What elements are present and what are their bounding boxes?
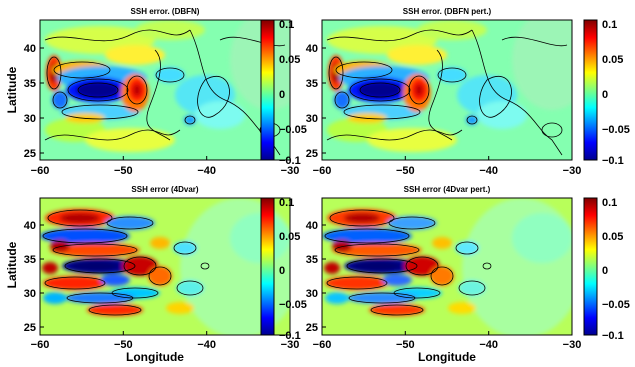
y-tick-label: 40 <box>24 220 36 232</box>
colorbar-tick: 0 <box>602 89 608 101</box>
colorbar <box>261 20 274 160</box>
x-tick-label: −30 <box>281 339 300 351</box>
x-tick-label: −50 <box>114 339 133 351</box>
x-tick-label: −50 <box>396 165 415 177</box>
colorbar <box>584 198 597 335</box>
panel-dbfn-pert: SSH error. (DBFN pert.) <box>306 7 630 177</box>
x-tick-label: −30 <box>563 339 582 351</box>
x-tick-label: −30 <box>281 165 300 177</box>
axes-frame <box>321 197 573 336</box>
y-tick-label: 30 <box>306 288 318 300</box>
x-tick-label: −60 <box>313 165 332 177</box>
colorbar-tick: −0.1 <box>279 155 301 167</box>
panel-dbfn: SSH error. (DBFN) <box>5 7 307 177</box>
y-tick-label: 40 <box>306 43 318 55</box>
axes-frame <box>39 19 291 161</box>
colorbar-tick: −0.1 <box>602 330 624 342</box>
y-tick-label: 30 <box>24 288 36 300</box>
colorbar-tick: 0.05 <box>279 54 300 66</box>
y-tick-label: 35 <box>24 78 36 90</box>
x-tick-label: −60 <box>313 339 332 351</box>
panel-4dvar: SSH error (4Dvar) <box>5 185 307 364</box>
y-tick-label: 30 <box>306 113 318 125</box>
x-tick-label: −40 <box>479 165 498 177</box>
y-tick-label: 35 <box>306 78 318 90</box>
colorbar-tick: 0 <box>279 265 285 277</box>
colorbar-tick: −0.05 <box>279 124 307 136</box>
colorbar-tick: 0.1 <box>602 197 617 209</box>
x-axis-label: Longitude <box>126 350 184 364</box>
colorbar <box>261 198 274 335</box>
ticks <box>321 224 573 335</box>
y-axis-label: Latitude <box>5 241 19 288</box>
ticks <box>39 47 291 160</box>
y-tick-label: 25 <box>24 148 36 160</box>
colorbar-tick: 0.05 <box>279 231 300 243</box>
heatmap-field <box>40 198 290 335</box>
colorbar-tick: 0.1 <box>602 19 617 31</box>
ticks <box>39 224 291 335</box>
y-tick-label: 30 <box>24 113 36 125</box>
y-axis-label: Latitude <box>5 66 19 113</box>
panel-title: SSH error. (DBFN pert.) <box>403 7 492 16</box>
axes-frame <box>321 19 573 161</box>
colorbar-tick: 0 <box>602 265 608 277</box>
colorbar <box>584 20 597 160</box>
x-tick-label: −50 <box>114 165 133 177</box>
y-tick-label: 40 <box>24 43 36 55</box>
x-tick-label: −50 <box>396 339 415 351</box>
x-tick-label: −40 <box>197 165 216 177</box>
y-tick-label: 25 <box>306 148 318 160</box>
heatmap-field <box>322 20 572 160</box>
y-tick-label: 40 <box>306 220 318 232</box>
y-tick-label: 35 <box>306 254 318 266</box>
colorbar-tick: −0.05 <box>602 124 630 136</box>
colorbar-tick: −0.1 <box>602 155 624 167</box>
x-tick-label: −40 <box>197 339 216 351</box>
ticks <box>321 47 573 160</box>
y-tick-label: 35 <box>24 254 36 266</box>
colorbar-tick: 0.05 <box>602 54 623 66</box>
colorbar-tick: 0.1 <box>279 197 294 209</box>
heatmap-field <box>40 20 290 160</box>
x-tick-label: −30 <box>563 165 582 177</box>
colorbar-tick: 0.1 <box>279 19 294 31</box>
colorbar-tick: −0.05 <box>279 299 307 311</box>
colorbar-tick: 0.05 <box>602 231 623 243</box>
colorbar-tick: −0.1 <box>279 330 301 342</box>
panel-4dvar-pert: SSH error (4Dvar pert.) <box>306 185 630 364</box>
panel-title: SSH error (4Dvar pert.) <box>404 185 491 194</box>
y-tick-label: 25 <box>306 322 318 334</box>
x-tick-label: −60 <box>31 339 50 351</box>
colorbar-tick: −0.05 <box>602 299 630 311</box>
panel-title: SSH error (4Dvar) <box>131 185 198 194</box>
panel-title: SSH error. (DBFN) <box>131 7 200 16</box>
colorbar-tick: 0 <box>279 89 285 101</box>
heatmap-field <box>322 198 572 335</box>
y-tick-label: 25 <box>24 322 36 334</box>
axes-frame <box>39 197 291 336</box>
x-axis-label: Longitude <box>418 350 476 364</box>
x-tick-label: −40 <box>479 339 498 351</box>
x-tick-label: −60 <box>31 165 50 177</box>
